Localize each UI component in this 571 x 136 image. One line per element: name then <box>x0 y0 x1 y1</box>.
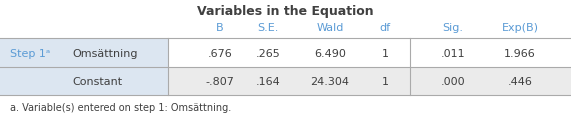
Text: Wald: Wald <box>316 23 344 33</box>
Text: Constant: Constant <box>72 77 122 87</box>
Text: .265: .265 <box>256 49 280 59</box>
Text: S.E.: S.E. <box>258 23 279 33</box>
Text: .676: .676 <box>208 49 232 59</box>
Text: Step 1ᵃ: Step 1ᵃ <box>10 49 50 59</box>
Bar <box>0 67 168 95</box>
Bar <box>168 67 571 95</box>
Text: df: df <box>380 23 391 33</box>
Text: 24.304: 24.304 <box>311 77 349 87</box>
Text: -.807: -.807 <box>206 77 235 87</box>
Text: Sig.: Sig. <box>443 23 464 33</box>
Text: .446: .446 <box>508 77 532 87</box>
Text: 1: 1 <box>381 77 388 87</box>
Text: B: B <box>216 23 224 33</box>
Text: .000: .000 <box>441 77 465 87</box>
Text: 6.490: 6.490 <box>314 49 346 59</box>
Text: a. Variable(s) entered on step 1: Omsättning.: a. Variable(s) entered on step 1: Omsätt… <box>10 103 231 113</box>
Text: 1.966: 1.966 <box>504 49 536 59</box>
Text: .164: .164 <box>256 77 280 87</box>
Text: Variables in the Equation: Variables in the Equation <box>197 4 374 18</box>
Bar <box>0 38 168 67</box>
Text: .011: .011 <box>441 49 465 59</box>
Text: Omsättning: Omsättning <box>72 49 138 59</box>
Text: 1: 1 <box>381 49 388 59</box>
Text: Exp(B): Exp(B) <box>501 23 538 33</box>
Bar <box>168 38 571 67</box>
